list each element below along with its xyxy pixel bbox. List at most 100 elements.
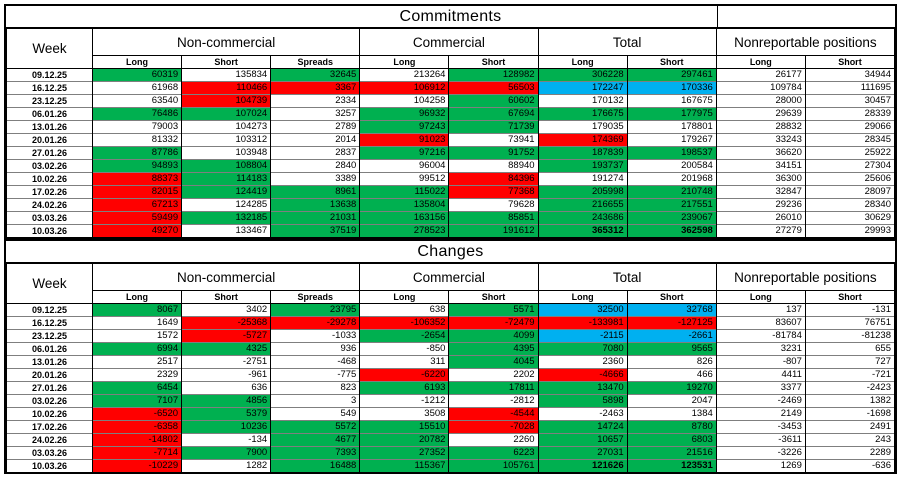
value-cell: 105761 xyxy=(448,459,539,472)
value-cell: 36300 xyxy=(715,172,806,186)
value-cell: -5727 xyxy=(181,329,272,343)
week-cell: 03.03.26 xyxy=(6,446,93,460)
value-cell: 19270 xyxy=(626,381,717,395)
section-title-commitments: Commitments xyxy=(6,6,895,28)
value-cell: 84396 xyxy=(448,172,539,186)
value-cell: 1269 xyxy=(715,459,806,472)
value-cell: 21516 xyxy=(626,446,717,460)
value-cell: 76486 xyxy=(91,107,183,121)
value-cell: 99512 xyxy=(359,172,450,186)
value-cell: -2469 xyxy=(715,394,806,408)
changes-table: Week Non-commercial Commercial Total Non… xyxy=(6,263,896,472)
value-cell: -10229 xyxy=(91,459,183,472)
table-row: 24.02.26 67213 124285 13638 135804 79628 21665… xyxy=(6,198,896,212)
value-cell: 128982 xyxy=(448,68,539,82)
value-cell: 124419 xyxy=(181,185,272,199)
table-row: 23.12.25 63540 104739 2334 104258 60602 170132… xyxy=(6,94,896,108)
value-cell: 15510 xyxy=(359,420,450,434)
col-header-comm-short: Short xyxy=(448,290,539,304)
value-cell: 176675 xyxy=(537,107,628,121)
value-cell: 104258 xyxy=(359,94,450,108)
value-cell: 121626 xyxy=(537,459,628,472)
value-cell: 32768 xyxy=(626,303,717,317)
value-cell: 7080 xyxy=(537,342,628,356)
value-cell: 170132 xyxy=(537,94,628,108)
week-cell: 03.03.26 xyxy=(6,211,93,225)
value-cell: -2463 xyxy=(537,407,628,421)
table-row: 17.02.26 -6358 10236 5572 15510 -7028 14724 878… xyxy=(6,420,896,434)
value-cell: -81784 xyxy=(715,329,806,343)
value-cell: 306228 xyxy=(537,68,628,82)
value-cell: 29066 xyxy=(804,120,896,134)
week-cell: 09.12.25 xyxy=(6,68,93,82)
value-cell: 5571 xyxy=(448,303,539,317)
value-cell: 1649 xyxy=(91,316,183,330)
value-cell: 96004 xyxy=(359,159,450,173)
value-cell: 4677 xyxy=(270,433,361,447)
value-cell: 217551 xyxy=(626,198,717,212)
table-row: 10.02.26 88373 114183 3389 99512 84396 191274 2… xyxy=(6,172,896,186)
value-cell: 163156 xyxy=(359,211,450,225)
value-cell: 243 xyxy=(804,433,896,447)
value-cell: 77368 xyxy=(448,185,539,199)
value-cell: 133467 xyxy=(181,224,272,237)
value-cell: 85851 xyxy=(448,211,539,225)
table-row: 09.12.25 8067 3402 23795 638 5571 32500 32768 13… xyxy=(6,303,896,317)
value-cell: 936 xyxy=(270,342,361,356)
value-cell: 109784 xyxy=(715,81,806,95)
col-header-nr-long: Long xyxy=(715,55,806,69)
value-cell: 6454 xyxy=(91,381,183,395)
value-cell: 108804 xyxy=(181,159,272,173)
value-cell: 137 xyxy=(715,303,806,317)
value-cell: -29278 xyxy=(270,316,361,330)
value-cell: 636 xyxy=(181,381,272,395)
value-cell: 4045 xyxy=(448,355,539,369)
value-cell: -2812 xyxy=(448,394,539,408)
week-cell: 17.02.26 xyxy=(6,185,93,199)
value-cell: 27304 xyxy=(804,159,896,173)
value-cell: 28097 xyxy=(804,185,896,199)
week-cell: 10.02.26 xyxy=(6,407,93,421)
value-cell: 179267 xyxy=(626,133,717,147)
value-cell: 178801 xyxy=(626,120,717,134)
table-row: 03.03.26 -7714 7900 7393 27352 6223 27031 21516… xyxy=(6,446,896,460)
value-cell: -131 xyxy=(804,303,896,317)
week-cell: 03.02.26 xyxy=(6,159,93,173)
value-cell: -775 xyxy=(270,368,361,382)
value-cell: 20782 xyxy=(359,433,450,447)
value-cell: 17811 xyxy=(448,381,539,395)
value-cell: -2115 xyxy=(537,329,628,343)
value-cell: 4411 xyxy=(715,368,806,382)
value-cell: 25922 xyxy=(804,146,896,160)
value-cell: 114183 xyxy=(181,172,272,186)
value-cell: 49270 xyxy=(91,224,183,237)
value-cell: -636 xyxy=(804,459,896,472)
week-cell: 03.02.26 xyxy=(6,394,93,408)
section-title-changes: Changes xyxy=(6,241,895,263)
value-cell: 466 xyxy=(626,368,717,382)
value-cell: 60602 xyxy=(448,94,539,108)
value-cell: 3231 xyxy=(715,342,806,356)
col-header-total-short: Short xyxy=(626,290,717,304)
value-cell: 135834 xyxy=(181,68,272,82)
week-cell: 09.12.25 xyxy=(6,303,93,317)
group-header-commercial: Commercial xyxy=(359,263,539,291)
value-cell: -2654 xyxy=(359,329,450,343)
value-cell: 7107 xyxy=(91,394,183,408)
group-header-nonreportable: Nonreportable positions xyxy=(715,28,896,56)
value-cell: 2334 xyxy=(270,94,361,108)
value-cell: 81332 xyxy=(91,133,183,147)
week-cell: 24.02.26 xyxy=(6,433,93,447)
value-cell: -133981 xyxy=(537,316,628,330)
value-cell: 1382 xyxy=(804,394,896,408)
value-cell: 30629 xyxy=(804,211,896,225)
value-cell: 6193 xyxy=(359,381,450,395)
week-cell: 10.02.26 xyxy=(6,172,93,186)
col-header-total-short: Short xyxy=(626,55,717,69)
value-cell: 79628 xyxy=(448,198,539,212)
value-cell: 3257 xyxy=(270,107,361,121)
value-cell: -3611 xyxy=(715,433,806,447)
value-cell: 362598 xyxy=(626,224,717,237)
value-cell: 56503 xyxy=(448,81,539,95)
value-cell: 123531 xyxy=(626,459,717,472)
